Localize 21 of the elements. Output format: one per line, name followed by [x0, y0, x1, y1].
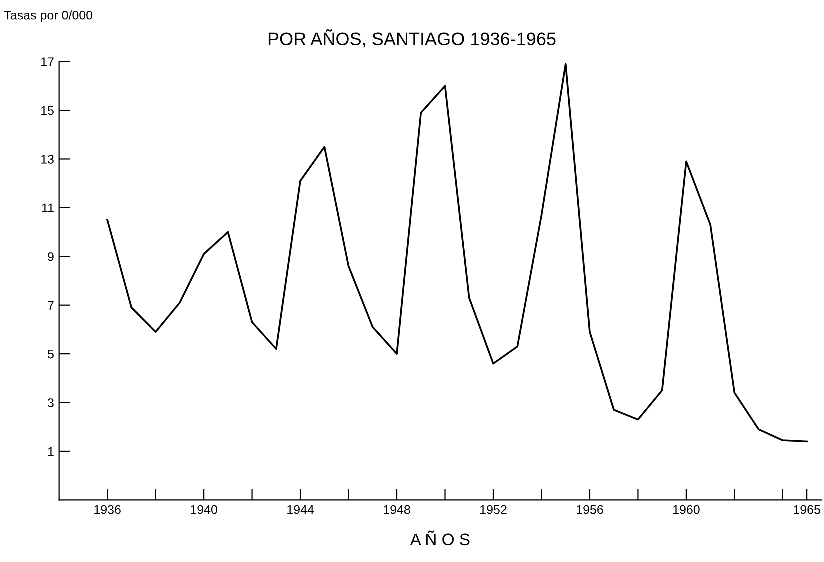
x-tick-label: 1940 — [191, 505, 218, 514]
x-tick-label: 1952 — [480, 505, 507, 514]
y-tick-label: 17 — [42, 58, 54, 66]
x-tick-label: 1960 — [674, 505, 700, 514]
x-axis-title: A Ñ O S — [410, 530, 470, 546]
y-tick-label: 3 — [48, 398, 54, 408]
y-tick-label: 15 — [42, 106, 54, 116]
y-axis-title: Tasas por 0/000 — [4, 10, 93, 22]
x-tick-label: 1956 — [577, 505, 604, 514]
x-tick-label: 1965 — [794, 505, 820, 514]
line-series — [106, 63, 808, 443]
y-tick-label: 5 — [48, 350, 54, 359]
x-tick-label: 1936 — [94, 505, 121, 514]
y-tick-label: 9 — [48, 252, 54, 262]
x-tick-label: 1948 — [384, 505, 410, 514]
y-tick-label: 1 — [48, 447, 54, 456]
y-tick-label: 13 — [42, 155, 54, 164]
y-tick-label: 11 — [42, 204, 54, 212]
chart-title: POR AÑOS, SANTIAGO 1936-1965 — [268, 29, 556, 48]
x-tick-label: 1944 — [288, 505, 314, 514]
y-tick-label: 7 — [48, 301, 54, 310]
